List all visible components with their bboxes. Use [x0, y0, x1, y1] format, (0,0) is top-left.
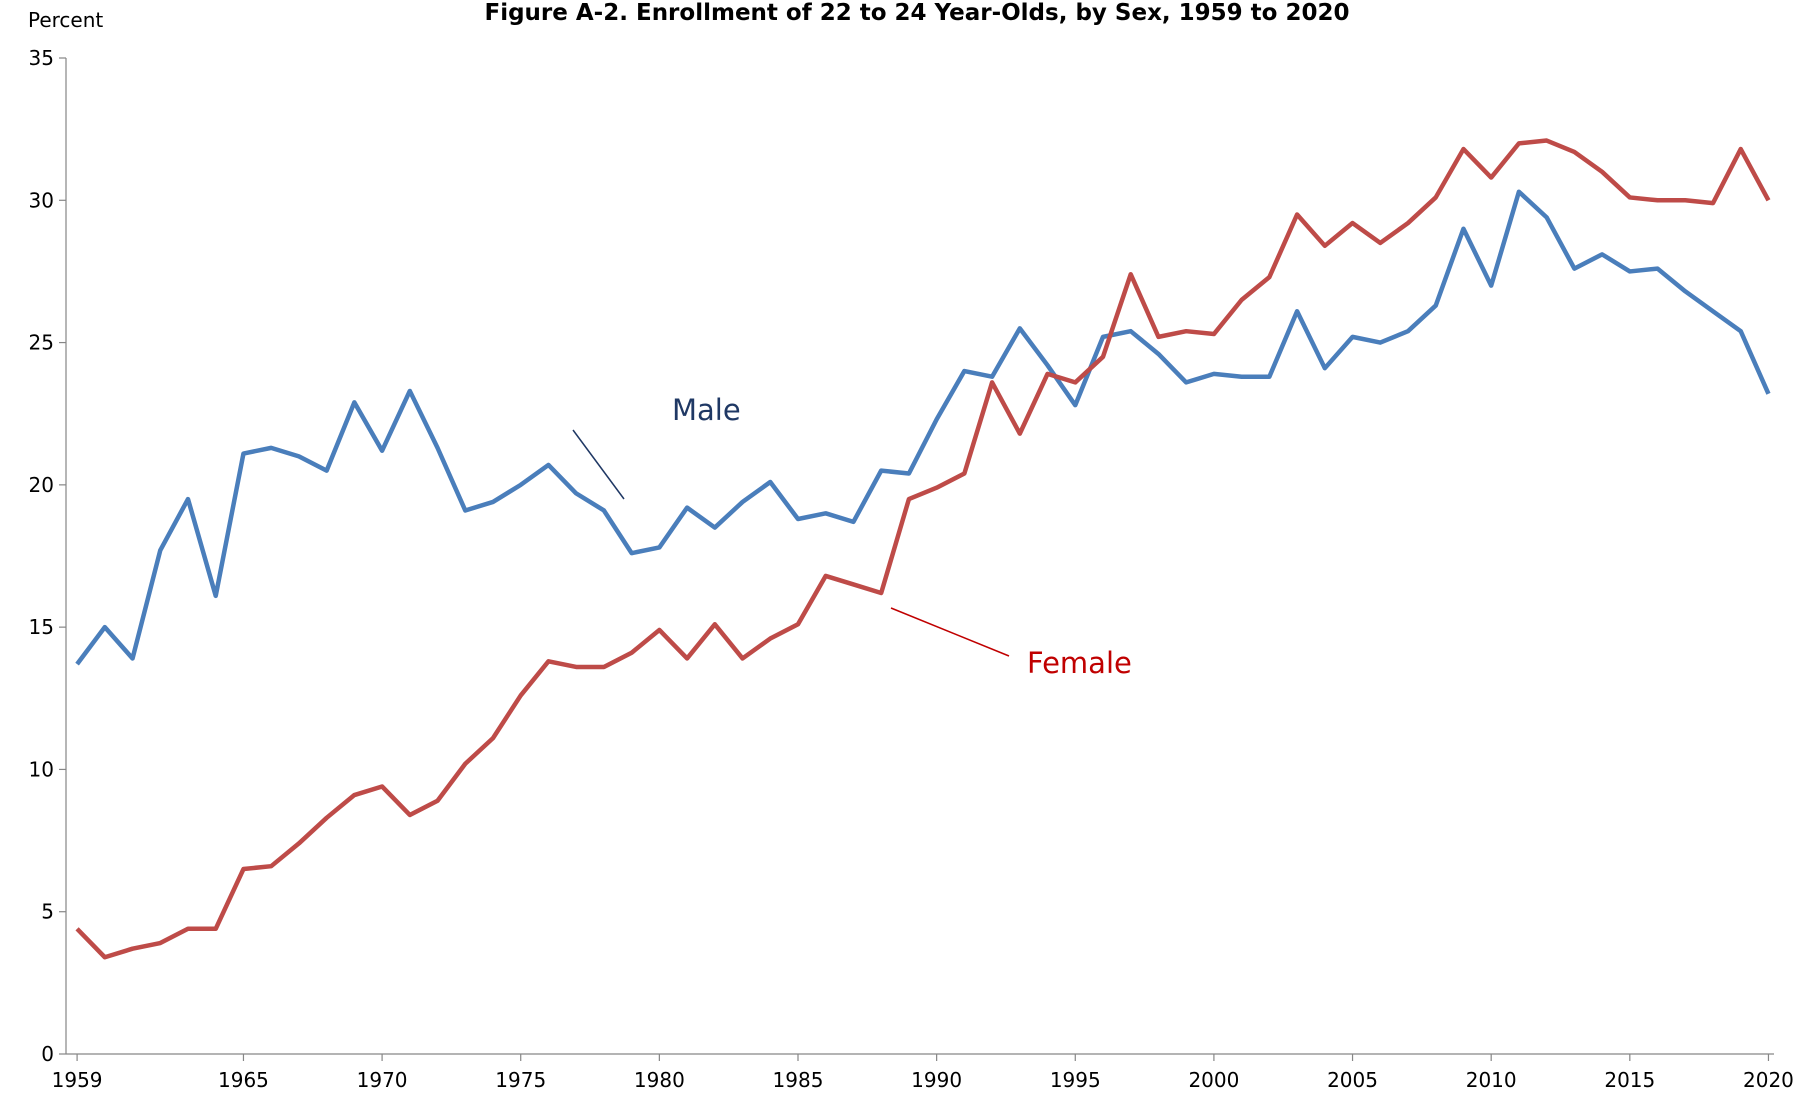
x-tick-label: 1980	[634, 1068, 685, 1092]
series-line	[75, 138, 1771, 960]
x-tick-label: 2010	[1466, 1068, 1517, 1092]
x-tick-label: 2000	[1188, 1068, 1239, 1092]
male-leader	[572, 429, 625, 500]
female-label: Female	[1027, 646, 1132, 680]
chart-title: Figure A-2. Enrollment of 22 to 24 Year-…	[485, 0, 1350, 26]
y-tick-label: 30	[29, 188, 54, 212]
y-tick-label: 35	[29, 46, 54, 70]
y-tick-label: 10	[29, 757, 54, 781]
series-line	[75, 189, 1771, 666]
x-tick-label: 1975	[495, 1068, 546, 1092]
x-tick-label: 1959	[52, 1068, 103, 1092]
y-tick-label: 25	[29, 331, 54, 355]
male-label: Male	[672, 393, 741, 427]
female-leader	[890, 607, 1010, 657]
x-tick-label: 1965	[218, 1068, 269, 1092]
x-tick-label: 1970	[357, 1068, 408, 1092]
x-tick-label: 1990	[911, 1068, 962, 1092]
y-tick-label: 5	[41, 900, 54, 924]
x-tick-label: 1985	[773, 1068, 824, 1092]
x-tick-label: 2020	[1743, 1068, 1794, 1092]
x-tick-label: 2005	[1327, 1068, 1378, 1092]
y-axis-label: Percent	[28, 8, 103, 32]
y-tick-label: 20	[29, 473, 54, 497]
y-tick-label: 15	[29, 615, 54, 639]
x-tick-label: 2015	[1604, 1068, 1655, 1092]
x-tick-label: 1995	[1050, 1068, 1101, 1092]
y-tick-label: 0	[41, 1042, 54, 1066]
